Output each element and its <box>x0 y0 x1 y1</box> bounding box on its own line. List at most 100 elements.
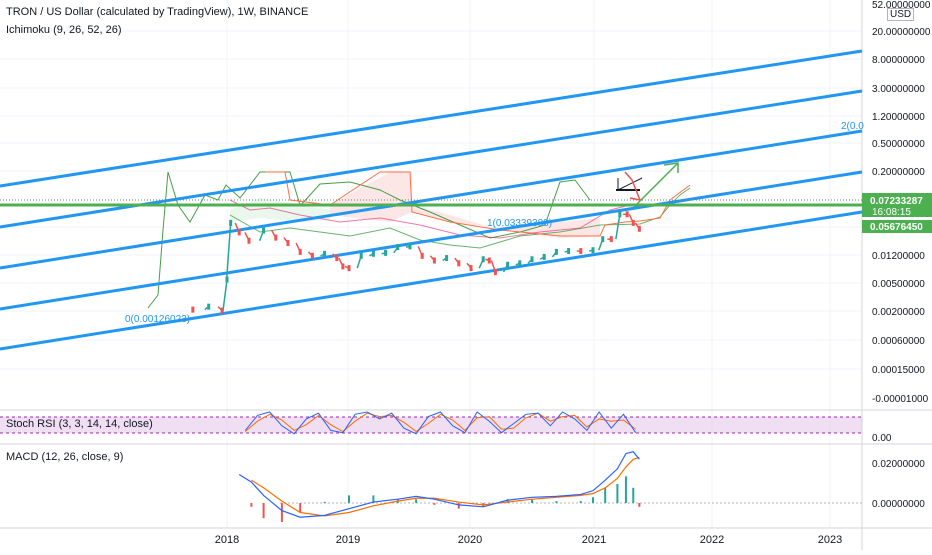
candle <box>396 244 400 251</box>
macd-histogram-bar <box>531 499 533 503</box>
candle <box>384 249 388 256</box>
x-tick-label: 2022 <box>700 534 724 546</box>
candle <box>625 211 629 218</box>
macd-tick-label: 0.02000000 <box>872 459 925 470</box>
macd-histogram-bar <box>624 476 627 503</box>
candle <box>420 252 424 259</box>
price-segment <box>222 279 228 311</box>
candle <box>457 260 461 267</box>
candle <box>341 263 345 270</box>
candle <box>359 252 363 259</box>
candle <box>286 240 290 247</box>
candle <box>481 256 485 263</box>
parallel-channel[interactable] <box>0 49 863 351</box>
stoch-d-line <box>244 412 637 433</box>
candle <box>579 248 583 255</box>
support-badge <box>862 220 932 233</box>
drawings[interactable] <box>616 162 679 206</box>
candle <box>530 256 534 263</box>
macd-histogram-bar <box>579 501 582 503</box>
x-tick-label: 2018 <box>215 534 239 546</box>
macd-signal-line <box>251 456 640 517</box>
macd-histogram-bar <box>638 503 641 507</box>
stoch-band <box>0 417 862 433</box>
candle <box>323 250 327 257</box>
candle <box>229 219 233 226</box>
y-tick-label: 0.00060000 <box>872 336 925 347</box>
macd-histogram-bar <box>299 503 302 513</box>
candle <box>542 253 546 260</box>
candle <box>487 257 491 264</box>
candle <box>506 261 510 268</box>
macd-pane[interactable] <box>238 451 862 522</box>
candle <box>247 237 251 244</box>
lagging-span <box>299 179 591 239</box>
candle <box>567 248 571 255</box>
pattern-drawing <box>624 171 642 202</box>
ichimoku-legend[interactable]: Ichimoku (9, 26, 52, 26) <box>6 24 122 36</box>
base-line <box>229 199 631 239</box>
y-tick-label: 3.00000000 <box>872 84 925 95</box>
last-price-badge-sub: 16:08:15 <box>872 207 911 218</box>
channel-line <box>0 170 863 311</box>
y-tick-label: 20.00000000 <box>872 27 931 38</box>
candle <box>347 265 351 272</box>
last-price-badge <box>862 193 932 217</box>
channel-label: 1(0.03339388) <box>487 218 552 229</box>
candle <box>191 306 195 313</box>
candle <box>432 257 436 264</box>
candle <box>601 236 605 243</box>
candle <box>591 247 595 254</box>
projection-arrow <box>635 162 679 206</box>
y-tick-label: 52.00000000 <box>872 0 931 11</box>
macd-legend[interactable]: MACD (12, 26, close, 9) <box>6 451 124 463</box>
candle <box>220 307 224 314</box>
x-tick-label: 2023 <box>818 534 842 546</box>
candle <box>469 265 473 272</box>
price-series <box>191 211 641 314</box>
y-tick-label: 0.01200000 <box>872 251 925 262</box>
candle <box>618 211 622 218</box>
macd-histogram-bar <box>280 503 283 522</box>
macd-line <box>238 451 640 518</box>
macd-tick-label: 0.00000000 <box>872 499 925 510</box>
axes: 2018 2019 2020 2021 2022 2023 52.00000000 20.00… <box>215 0 932 546</box>
last-price-badge-label: 0.07233287 <box>870 196 923 207</box>
candle <box>371 250 375 257</box>
y-tick-label: 8.00000000 <box>872 55 925 66</box>
candle <box>554 248 558 255</box>
channel-label: 2(0.0 <box>841 121 864 132</box>
x-tick-label: 2020 <box>458 534 482 546</box>
macd-histogram-bar <box>506 499 509 503</box>
macd-histogram-bar <box>250 503 253 507</box>
macd-histogram-bar <box>433 503 436 505</box>
y-tick-label: 0.00200000 <box>872 307 925 318</box>
candle <box>237 229 241 236</box>
stoch-tick-label: 0.00 <box>872 433 892 444</box>
y-tick-label: -0.00001000 <box>872 394 929 405</box>
stoch-rsi-legend[interactable]: Stoch RSI (3, 3, 14, 14, close) <box>6 418 153 430</box>
chart-labels: 0(0.00126023) 1(0.03339388) 2(0.0 <box>125 121 864 325</box>
macd-histogram-bar <box>323 501 326 503</box>
channel-line <box>0 129 863 270</box>
stoch-k-line <box>244 411 637 435</box>
chart-title[interactable]: TRON / US Dollar (calculated by TradingV… <box>6 6 309 18</box>
macd-histogram-bar <box>632 487 635 503</box>
candle <box>408 243 412 250</box>
projection-arrow-head <box>663 162 679 173</box>
x-tick-label: 2019 <box>336 534 360 546</box>
x-tick-label: 2021 <box>582 534 606 546</box>
candle <box>493 269 497 276</box>
macd-histogram-bar <box>372 495 375 503</box>
candle <box>262 227 266 234</box>
cloud-area-bear <box>330 172 600 238</box>
macd-histogram-bar <box>604 487 607 503</box>
candle <box>207 303 211 310</box>
stoch-rsi-pane[interactable] <box>0 411 862 435</box>
y-tick-label: 0.00500000 <box>872 279 925 290</box>
y-tick-label: 0.20000000 <box>872 167 925 178</box>
y-tick-label: 1.20000000 <box>872 112 925 123</box>
currency-badge[interactable]: USD <box>887 8 915 21</box>
